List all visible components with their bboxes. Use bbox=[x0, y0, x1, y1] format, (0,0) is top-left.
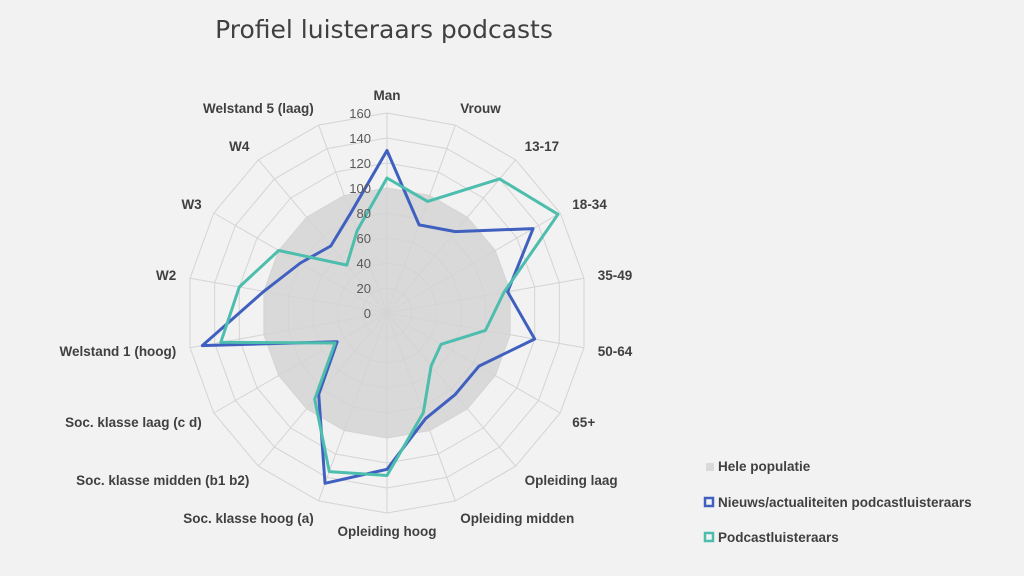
tick-label: 120 bbox=[349, 156, 371, 171]
grid-spoke bbox=[386, 312, 561, 414]
grid-spoke bbox=[386, 277, 585, 314]
grid-spoke bbox=[386, 159, 516, 314]
grid-spoke bbox=[386, 312, 456, 502]
series-line-2 bbox=[219, 176, 560, 477]
category-label: 18-34 bbox=[572, 197, 607, 212]
category-label: W2 bbox=[156, 268, 176, 283]
category-label: 50-64 bbox=[598, 344, 633, 359]
category-label: Opleiding laag bbox=[525, 473, 618, 488]
tick-label: 40 bbox=[357, 256, 371, 271]
tick-label: 140 bbox=[349, 131, 371, 146]
legend-label-podcastluisteraars: Podcastluisteraars bbox=[718, 530, 839, 545]
chart-title: Profiel luisteraars podcasts bbox=[215, 15, 553, 44]
category-label: Soc. klasse midden (b1 b2) bbox=[76, 473, 249, 488]
tick-label: 60 bbox=[357, 231, 371, 246]
series-line-1 bbox=[200, 149, 537, 485]
tick-label: 80 bbox=[357, 206, 371, 221]
category-label: Opleiding midden bbox=[460, 511, 574, 526]
category-label: Soc. klasse hoog (a) bbox=[183, 511, 314, 526]
tick-label: 160 bbox=[349, 106, 371, 121]
legend-label-nieuws: Nieuws/actualiteiten podcastluisteraars bbox=[718, 495, 972, 510]
grid-spoke bbox=[258, 312, 388, 467]
category-label: W3 bbox=[181, 197, 202, 212]
category-label: 65+ bbox=[572, 415, 595, 430]
tick-label: 100 bbox=[349, 181, 371, 196]
legend-label-hele-populatie: Hele populatie bbox=[718, 459, 811, 474]
category-label: Vrouw bbox=[460, 101, 501, 116]
category-label: 35-49 bbox=[598, 268, 633, 283]
legend-swatch-hele-populatie bbox=[706, 463, 714, 471]
tick-label: 20 bbox=[357, 281, 371, 296]
category-label: Welstand 5 (laag) bbox=[203, 101, 314, 116]
grid-spoke bbox=[386, 124, 456, 314]
category-label: 13-17 bbox=[525, 139, 560, 154]
category-label: Soc. klasse laag (c d) bbox=[65, 415, 202, 430]
category-label: Man bbox=[374, 88, 401, 103]
category-label: W4 bbox=[229, 139, 250, 154]
legend-swatch-podcastluisteraars bbox=[703, 531, 715, 543]
legend-swatch-nieuws bbox=[703, 496, 715, 508]
grid-spoke bbox=[258, 159, 388, 314]
legend: Hele populatie Nieuws/actualiteiten podc… bbox=[703, 459, 972, 545]
grid-spoke bbox=[189, 277, 388, 314]
grid-spoke bbox=[318, 124, 388, 314]
grid-spoke bbox=[213, 312, 388, 414]
category-label: Welstand 1 (hoog) bbox=[60, 344, 177, 359]
grid-spoke bbox=[386, 312, 516, 467]
tick-label: 0 bbox=[364, 306, 371, 321]
category-label: Opleiding hoog bbox=[338, 524, 437, 539]
